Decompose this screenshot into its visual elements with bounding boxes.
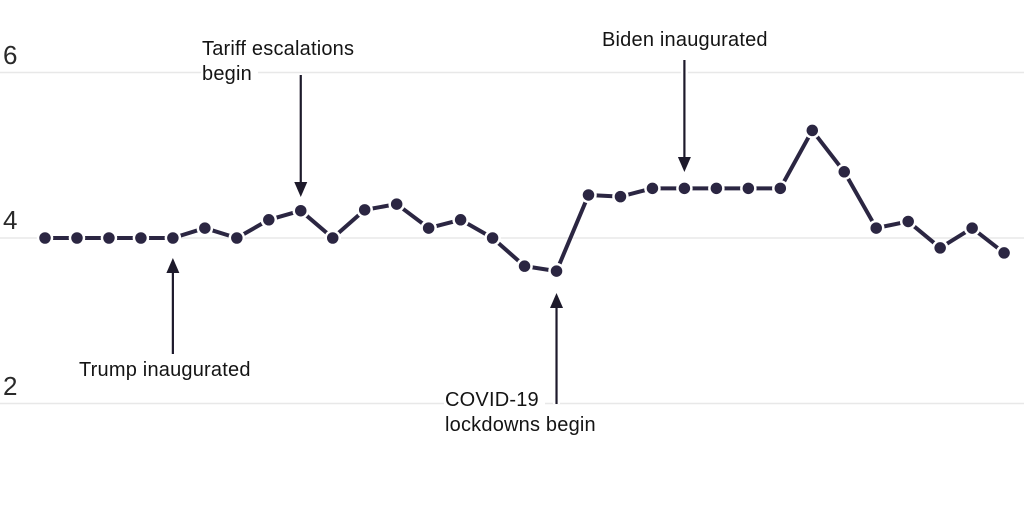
annotation-arrow-covid-icon	[550, 293, 564, 404]
annotation-text: Tariff escalations	[201, 37, 361, 62]
data-point-13	[452, 211, 469, 229]
annotation-text: Trump inaugurated	[78, 358, 257, 383]
data-point-3	[132, 229, 150, 247]
annotation-text: begin	[201, 62, 258, 87]
series-line	[45, 128, 1006, 274]
annotation-covid-lockdowns: COVID-19 lockdowns begin	[444, 388, 602, 438]
annotation-tariff-escalations: Tariff escalations begin	[201, 37, 361, 87]
data-point-23	[772, 180, 789, 197]
data-point-18	[612, 188, 629, 205]
data-point-16	[548, 262, 565, 280]
data-point-11	[388, 195, 405, 213]
data-point-17	[580, 186, 597, 204]
data-point-24	[804, 122, 821, 139]
data-point-15	[516, 257, 533, 275]
y-axis-tick-6: 6	[3, 40, 18, 70]
data-point-8	[292, 202, 310, 219]
data-point-19	[644, 180, 661, 197]
annotation-text: Biden inaugurated	[601, 28, 774, 53]
data-point-7	[260, 211, 278, 229]
data-point-27	[899, 213, 917, 230]
annotation-arrow-biden-icon	[677, 60, 691, 172]
data-point-1	[68, 229, 86, 247]
data-point-28	[931, 239, 949, 257]
data-point-12	[420, 219, 437, 237]
data-point-22	[740, 180, 757, 197]
data-point-5	[196, 219, 214, 237]
data-point-9	[324, 229, 341, 247]
annotation-biden-inaugurated: Biden inaugurated	[601, 28, 774, 53]
data-point-26	[867, 219, 885, 237]
annotation-arrow-tariff-icon	[294, 75, 308, 197]
data-point-25	[836, 163, 853, 181]
data-point-4	[164, 229, 182, 247]
data-point-30	[995, 244, 1013, 262]
data-point-0	[36, 229, 54, 247]
data-point-2	[100, 229, 118, 247]
y-axis-tick-2: 2	[3, 371, 18, 401]
data-point-20	[676, 180, 693, 197]
annotation-text: lockdowns begin	[444, 413, 602, 438]
data-point-21	[708, 180, 725, 197]
annotation-arrow-trump-icon	[166, 258, 180, 354]
data-point-29	[963, 219, 981, 237]
y-axis-tick-4: 4	[3, 205, 18, 235]
annotation-text: COVID-19	[444, 388, 545, 413]
data-point-14	[484, 229, 501, 247]
annotation-trump-inaugurated: Trump inaugurated	[78, 358, 257, 383]
data-point-10	[356, 201, 373, 219]
data-point-6	[228, 229, 246, 247]
